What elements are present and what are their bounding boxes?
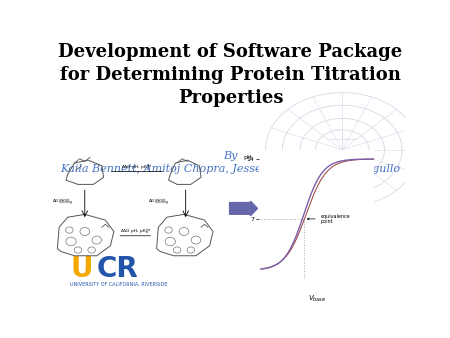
Text: Development of Software Package
for Determining Protein Titration
Properties: Development of Software Package for Dete… bbox=[58, 43, 403, 107]
Text: $\Delta\Delta G$ pH, pK$_a^{int}$: $\Delta\Delta G$ pH, pK$_a^{int}$ bbox=[121, 162, 153, 173]
Text: equivalence
point: equivalence point bbox=[307, 214, 350, 224]
Text: $\Delta G_{unfolding}^{solvent}$: $\Delta G_{unfolding}^{solvent}$ bbox=[148, 196, 170, 208]
Text: UNIVERSITY OF CALIFORNIA, RIVERSIDE: UNIVERSITY OF CALIFORNIA, RIVERSIDE bbox=[70, 281, 168, 286]
Text: Kaila Bennett, Amitoj Chopra, Jesse Johnson, Enrico Sagullo: Kaila Bennett, Amitoj Chopra, Jesse John… bbox=[61, 164, 400, 174]
FancyArrow shape bbox=[230, 201, 257, 216]
Text: By: By bbox=[224, 151, 238, 161]
Text: CR: CR bbox=[96, 255, 138, 283]
Text: $\Delta\Delta G$ pH, pK$_a^{int}$: $\Delta\Delta G$ pH, pK$_a^{int}$ bbox=[120, 226, 151, 237]
Text: $\Delta G_{unfolding}^{solvent}$: $\Delta G_{unfolding}^{solvent}$ bbox=[52, 196, 74, 208]
Text: $V_{base}$: $V_{base}$ bbox=[308, 294, 326, 305]
Text: pH: pH bbox=[243, 155, 252, 160]
Text: U: U bbox=[70, 255, 93, 283]
